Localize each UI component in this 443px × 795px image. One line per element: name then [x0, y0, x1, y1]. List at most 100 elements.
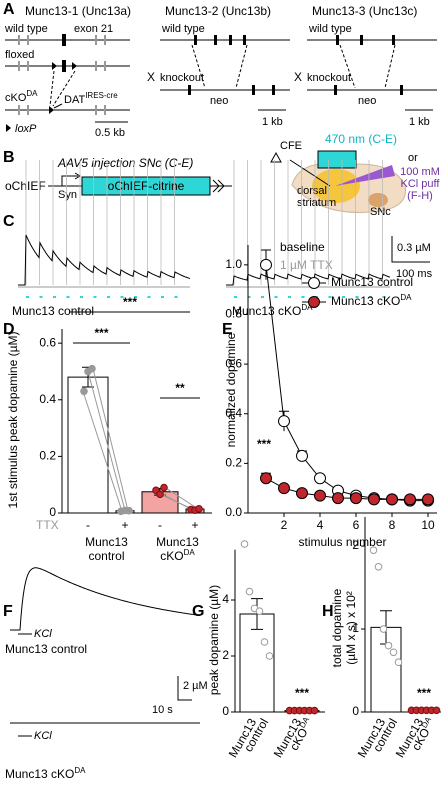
allele-label: cKODA: [5, 89, 38, 104]
group-label: Munc13 control: [12, 304, 94, 318]
label-text: Munc13 cKO: [5, 767, 74, 781]
label-sup: IRES-cre: [85, 91, 118, 100]
sig-label: ***: [295, 686, 309, 700]
construct-label: oChIEF-citrine: [108, 179, 185, 193]
data-point: [156, 490, 164, 499]
traces: [10, 160, 391, 724]
data-point: [80, 387, 88, 396]
y-axis-label: peak dopamine (µM): [207, 585, 221, 695]
x-tick-label: 4: [317, 518, 324, 532]
label-sup: DA: [400, 293, 412, 302]
sig-label: ***: [257, 437, 271, 451]
legend-marker: [308, 277, 320, 289]
data-point: [240, 540, 249, 548]
panel-label: E: [222, 321, 233, 338]
light-label: 470 nm (C-E): [325, 132, 397, 146]
region-label: SNc: [370, 206, 391, 218]
panel-label: C: [3, 213, 15, 230]
y-tick-label: 0.4: [225, 406, 242, 420]
label-sup: DA: [74, 766, 86, 775]
promoter-label: Syn: [58, 189, 77, 201]
label-sup: DA: [301, 303, 313, 312]
data-point: [255, 607, 264, 616]
data-point: [369, 546, 378, 554]
data-point: [195, 504, 203, 513]
data-point: [245, 587, 254, 596]
kcl-label: KCl: [34, 628, 52, 640]
injection-label: AAV5 injection SNc (C-E): [57, 156, 193, 170]
gene-diagram: [160, 35, 437, 111]
series-line: [265, 477, 428, 500]
y-tick-label: 1: [352, 621, 359, 635]
y-tick-label: 0.0: [225, 505, 242, 519]
y-tick-label: 0: [352, 704, 359, 718]
data-point: [350, 492, 362, 505]
x-tick-label: 6: [353, 518, 360, 532]
kcl-label: (F-H): [407, 190, 433, 202]
group-label: Munc13 cKODA: [232, 303, 313, 319]
loxp-label: loxP: [15, 123, 37, 135]
y-tick-label: 0.6: [39, 335, 56, 349]
data-point: [160, 483, 168, 492]
data-point: [394, 658, 403, 667]
x-tick-label: 10: [421, 518, 435, 532]
data-point: [332, 492, 344, 505]
data-point: [296, 487, 308, 500]
allele-label: floxed: [5, 49, 34, 61]
allele-label: wild type: [4, 23, 48, 35]
kcl-label: KCl: [34, 730, 52, 742]
y-tick-label: 0.4: [39, 392, 56, 406]
allele-label: knockout: [160, 72, 204, 84]
x-tick-label: -: [158, 518, 162, 532]
label-text: Munc13: [156, 535, 199, 549]
x-tick-label: 8: [389, 518, 396, 532]
y-axis-label: (µM x s) x 10²: [344, 591, 358, 665]
sig-label: ***: [123, 295, 137, 309]
group-label: Munc13 control: [5, 642, 87, 656]
data-point: [278, 482, 290, 495]
data-point: [88, 364, 96, 373]
data-point: [314, 489, 326, 502]
panel-label: D: [3, 321, 15, 338]
data-point: [384, 641, 393, 650]
data-point: [422, 493, 434, 506]
data-point: [368, 493, 380, 506]
label-sup: DA: [297, 715, 311, 730]
pair-line: [82, 391, 123, 512]
panel-label: A: [3, 1, 15, 18]
trace: [226, 273, 391, 286]
x-tick-label: -: [86, 518, 90, 532]
scale-bar: [18, 633, 192, 737]
data-point: [260, 638, 269, 646]
y-tick-label: 4: [222, 592, 229, 606]
panel-label: H: [322, 603, 334, 620]
group-label: Munc13: [156, 535, 199, 549]
construct-label: oChIEF: [5, 179, 46, 193]
cre-label: DATIRES-cre: [64, 91, 118, 106]
data-point: [265, 652, 274, 660]
pair-line: [87, 371, 126, 511]
sig-label: ***: [417, 686, 431, 700]
scale-label: 1 kb: [409, 116, 430, 128]
or-label: or: [408, 152, 418, 164]
label-sup: DA: [26, 89, 38, 98]
exon-label: exon 21: [74, 23, 113, 35]
data-point: [310, 706, 319, 715]
label-text: cKO: [5, 92, 27, 104]
label-text: Munc13 control: [331, 275, 413, 289]
gene-diagram: [5, 34, 130, 132]
data-point: [374, 562, 383, 571]
series-line: [265, 264, 428, 502]
cross: X: [147, 70, 155, 84]
y-tick-label: 0.2: [225, 456, 242, 470]
label-text: cKO: [160, 549, 183, 563]
label-text: Munc13 cKO: [232, 304, 301, 318]
y-tick-label: 0: [49, 505, 56, 519]
scale-bar: [391, 236, 430, 263]
group-label: cKODA: [160, 548, 195, 564]
y-tick-label: 0.6: [225, 356, 242, 370]
sig-label: ***: [94, 326, 108, 340]
sig-label: **: [175, 381, 185, 395]
